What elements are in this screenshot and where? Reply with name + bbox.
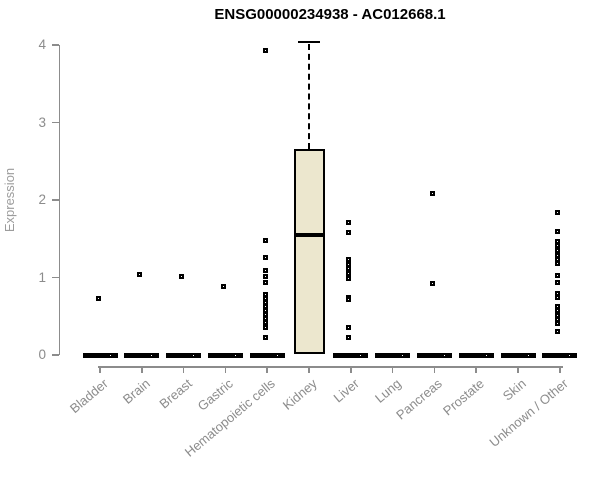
scatter-point [262, 254, 268, 260]
median-line [293, 232, 325, 238]
x-tick [224, 366, 227, 373]
scatter-point [555, 238, 561, 244]
x-tick [475, 366, 477, 373]
scatter-point [555, 243, 561, 249]
scatter-point [179, 274, 185, 280]
zero-bar [416, 352, 452, 358]
y-tick-label: 2 [38, 192, 46, 207]
zero-bar [542, 352, 578, 358]
scatter-point [137, 271, 143, 277]
y-axis-line [58, 45, 60, 355]
scatter-point [555, 252, 561, 258]
x-tick [391, 366, 394, 373]
scatter-point [107, 352, 113, 358]
scatter-point [441, 352, 447, 358]
scatter-point [346, 219, 352, 225]
zero-bar [375, 352, 411, 358]
scatter-point [346, 261, 352, 267]
scatter-point [567, 352, 573, 358]
scatter-point [262, 268, 268, 274]
whisker-cap [298, 40, 320, 44]
scatter-point [555, 272, 561, 278]
x-tick [182, 366, 185, 373]
scatter-point [346, 266, 352, 272]
y-tick [51, 276, 59, 279]
y-tick-label: 4 [38, 37, 46, 52]
scatter-point [400, 352, 406, 358]
zero-bar [82, 352, 118, 358]
scatter-point [555, 295, 561, 301]
chart-title: ENSG00000234938 - AC012668.1 [214, 6, 446, 23]
zero-bar [500, 352, 536, 358]
x-tick [99, 366, 101, 373]
scatter-point [555, 228, 561, 234]
y-tick [51, 199, 59, 201]
scatter-point [555, 308, 561, 314]
scatter-point [262, 324, 268, 330]
scatter-point [555, 261, 561, 267]
scatter-point [346, 275, 352, 281]
box [293, 148, 325, 355]
scatter-point [555, 329, 561, 335]
zero-bar [458, 352, 494, 358]
scatter-point [346, 334, 352, 340]
scatter-point [149, 352, 155, 358]
scatter-point [555, 279, 561, 285]
scatter-point [95, 295, 101, 301]
x-tick [308, 366, 310, 373]
scatter-point [429, 281, 435, 287]
scatter-point [262, 334, 268, 340]
whisker-line [308, 43, 310, 149]
zero-bar [249, 352, 285, 358]
scatter-point [555, 290, 561, 296]
scatter-point [220, 283, 226, 289]
scatter-point [262, 280, 268, 286]
y-tick [51, 354, 59, 356]
scatter-point [232, 352, 238, 358]
scatter-point [262, 307, 268, 313]
zero-bar [166, 352, 202, 358]
scatter-point [346, 271, 352, 277]
y-tick [51, 121, 59, 124]
scatter-point [346, 230, 352, 236]
x-tick [350, 366, 352, 373]
x-tick [517, 366, 519, 373]
scatter-point [555, 247, 561, 253]
scatter-point [262, 319, 268, 325]
x-tick [559, 366, 561, 373]
x-axis-line [98, 366, 563, 368]
y-tick-label: 0 [38, 347, 46, 362]
scatter-point [555, 209, 561, 215]
scatter-point [483, 352, 489, 358]
scatter-point [525, 352, 531, 358]
scatter-point [358, 352, 364, 358]
scatter-point [346, 257, 352, 263]
scatter-point [346, 325, 352, 331]
x-tick [266, 366, 268, 373]
zero-bar [333, 352, 369, 358]
y-tick-label: 1 [38, 269, 46, 285]
scatter-point [346, 297, 352, 303]
x-tick [141, 366, 143, 373]
scatter-point [262, 237, 268, 243]
scatter-point [555, 320, 561, 326]
y-tick-label: 3 [38, 114, 46, 130]
scatter-point [429, 190, 435, 196]
y-tick [51, 44, 59, 46]
zero-bar [124, 352, 160, 358]
x-tick [433, 366, 436, 373]
scatter-point [191, 352, 197, 358]
scatter-point [262, 274, 268, 280]
scatter-point [274, 352, 280, 358]
scatter-point [262, 47, 268, 53]
zero-bar [207, 352, 243, 358]
